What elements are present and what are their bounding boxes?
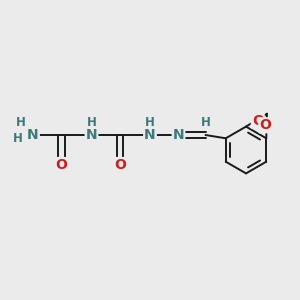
Text: N: N — [27, 128, 39, 142]
Text: O: O — [56, 158, 68, 172]
Text: N: N — [173, 128, 184, 142]
Text: H: H — [13, 131, 23, 145]
Text: H: H — [87, 116, 96, 129]
Text: H: H — [201, 116, 210, 129]
Text: N: N — [86, 128, 97, 142]
Text: H: H — [16, 116, 25, 129]
Text: O: O — [252, 114, 264, 128]
Text: O: O — [114, 158, 126, 172]
Text: O: O — [260, 118, 271, 132]
Text: N: N — [144, 128, 156, 142]
Text: H: H — [145, 116, 155, 129]
